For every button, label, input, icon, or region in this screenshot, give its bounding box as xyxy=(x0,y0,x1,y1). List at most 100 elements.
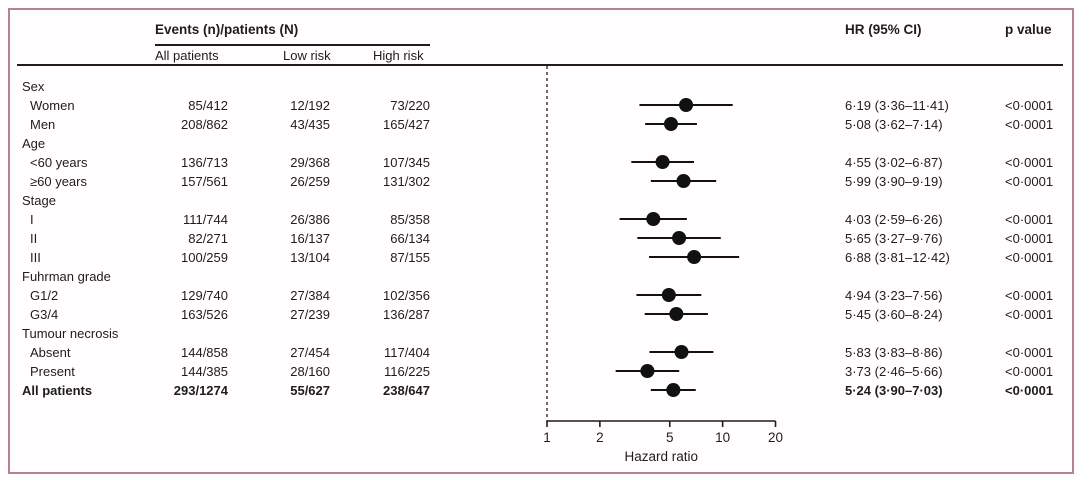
p-value-cell: <0·0001 xyxy=(1005,287,1054,303)
row-label: ≥60 years xyxy=(30,173,87,189)
events-high-risk-cell: 87/155 xyxy=(390,249,430,265)
p-value-header: p value xyxy=(1005,22,1052,37)
p-value-cell: <0·0001 xyxy=(1005,116,1054,132)
hr-ci-cell: 5·45 (3·60–8·24) xyxy=(845,306,943,322)
events-low-risk-cell: 27/239 xyxy=(290,306,330,322)
row-label: <60 years xyxy=(30,154,88,170)
events-high-risk-cell: 107/345 xyxy=(383,154,430,170)
p-value-cell: <0·0001 xyxy=(1005,211,1054,227)
row-label: I xyxy=(30,211,34,227)
hr-point xyxy=(663,117,678,131)
events-patients-header: Events (n)/patients (N) xyxy=(155,22,299,37)
events-high-risk-cell: 66/134 xyxy=(390,230,430,246)
hr-ci-cell: 4·03 (2·59–6·26) xyxy=(845,211,943,227)
events-low-risk-cell: 29/368 xyxy=(290,154,330,170)
row-label: Women xyxy=(30,97,75,113)
row-label: III xyxy=(30,249,41,265)
p-value-cell: <0·0001 xyxy=(1005,306,1054,322)
hr-ci-cell: 6·19 (3·36–11·41) xyxy=(845,97,949,113)
hr-point xyxy=(687,250,702,264)
events-high-risk-cell: 238/647 xyxy=(383,382,430,398)
events-high-risk-cell: 131/302 xyxy=(383,173,430,189)
hr-point xyxy=(655,155,670,169)
p-value-cell: <0·0001 xyxy=(1005,382,1054,398)
events-low-risk-cell: 28/160 xyxy=(290,363,330,379)
x-tick-label: 10 xyxy=(715,430,730,445)
column-header-high-risk: High risk xyxy=(373,48,424,63)
events-header-underline xyxy=(155,44,430,46)
hr-point xyxy=(669,307,684,321)
hr-ci-cell: 5·65 (3·27–9·76) xyxy=(845,230,943,246)
hr-point xyxy=(646,212,661,226)
row-label: II xyxy=(30,230,38,246)
events-low-risk-cell: 43/435 xyxy=(290,116,330,132)
events-low-risk-cell: 27/454 xyxy=(290,344,330,360)
x-tick-label: 2 xyxy=(596,430,604,445)
column-header-all-patients: All patients xyxy=(155,48,219,63)
hr-ci-cell: 5·83 (3·83–8·86) xyxy=(845,344,943,360)
p-value-cell: <0·0001 xyxy=(1005,249,1054,265)
row-label: Men xyxy=(30,116,56,132)
events-low-risk-cell: 27/384 xyxy=(290,287,330,303)
x-axis-label: Hazard ratio xyxy=(624,449,698,464)
hr-ci-cell: 4·55 (3·02–6·87) xyxy=(845,154,943,170)
hr-ci-cell: 6·88 (3·81–12·42) xyxy=(845,249,950,265)
events-low-risk-cell: 26/386 xyxy=(290,211,330,227)
events-low-risk-cell: 55/627 xyxy=(290,382,330,398)
events-all-patients-cell: 85/412 xyxy=(188,97,228,113)
events-all-patients-cell: 163/526 xyxy=(181,306,228,322)
events-high-risk-cell: 116/225 xyxy=(383,363,430,379)
hr-point xyxy=(676,174,691,188)
events-all-patients-cell: 208/862 xyxy=(181,116,228,132)
hr-ci-cell: 5·24 (3·90–7·03) xyxy=(845,382,943,398)
events-all-patients-cell: 144/385 xyxy=(181,363,228,379)
p-value-cell: <0·0001 xyxy=(1005,230,1054,246)
events-all-patients-cell: 144/858 xyxy=(181,344,228,360)
row-label: Tumour necrosis xyxy=(22,325,119,341)
p-value-cell: <0·0001 xyxy=(1005,344,1054,360)
events-all-patients-cell: 157/561 xyxy=(181,173,228,189)
events-all-patients-cell: 129/740 xyxy=(181,287,228,303)
events-high-risk-cell: 102/356 xyxy=(383,287,430,303)
p-value-cell: <0·0001 xyxy=(1005,97,1054,113)
hr-point xyxy=(661,288,676,302)
events-high-risk-cell: 73/220 xyxy=(390,97,430,113)
p-value-cell: <0·0001 xyxy=(1005,154,1054,170)
row-label: All patients xyxy=(22,382,93,398)
x-tick-label: 20 xyxy=(768,430,783,445)
events-low-risk-cell: 16/137 xyxy=(290,230,330,246)
events-low-risk-cell: 26/259 xyxy=(290,173,330,189)
x-tick-label: 5 xyxy=(666,430,674,445)
row-label: Present xyxy=(30,363,75,379)
hr-point xyxy=(679,98,694,112)
row-label: Age xyxy=(22,135,46,151)
events-low-risk-cell: 12/192 xyxy=(290,97,330,113)
events-all-patients-cell: 111/744 xyxy=(182,211,228,227)
hr-ci-header: HR (95% CI) xyxy=(845,22,922,37)
row-label: Stage xyxy=(22,192,56,208)
events-low-risk-cell: 13/104 xyxy=(290,249,330,265)
table-top-rule xyxy=(17,64,1063,66)
hr-ci-cell: 4·94 (3·23–7·56) xyxy=(845,287,943,303)
events-all-patients-cell: 100/259 xyxy=(181,249,228,265)
row-label: Absent xyxy=(30,344,71,360)
row-label: Fuhrman grade xyxy=(22,268,111,284)
hr-point xyxy=(674,345,689,359)
row-label: G1/2 xyxy=(30,287,59,303)
events-high-risk-cell: 85/358 xyxy=(390,211,430,227)
row-label: Sex xyxy=(22,78,45,94)
x-tick-label: 1 xyxy=(543,430,551,445)
hr-ci-cell: 5·99 (3·90–9·19) xyxy=(845,173,943,189)
hr-point xyxy=(640,364,655,378)
events-high-risk-cell: 165/427 xyxy=(383,116,430,132)
events-all-patients-cell: 82/271 xyxy=(188,230,228,246)
column-header-low-risk: Low risk xyxy=(283,48,331,63)
p-value-cell: <0·0001 xyxy=(1005,173,1054,189)
p-value-cell: <0·0001 xyxy=(1005,363,1054,379)
events-all-patients-cell: 293/1274 xyxy=(173,382,228,398)
events-high-risk-cell: 117/404 xyxy=(383,344,430,360)
row-label: G3/4 xyxy=(30,306,59,322)
events-all-patients-cell: 136/713 xyxy=(181,154,228,170)
